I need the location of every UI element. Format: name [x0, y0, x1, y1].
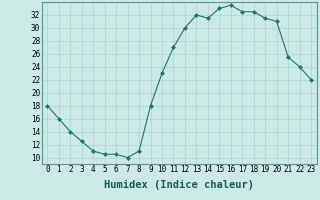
X-axis label: Humidex (Indice chaleur): Humidex (Indice chaleur) [104, 180, 254, 190]
